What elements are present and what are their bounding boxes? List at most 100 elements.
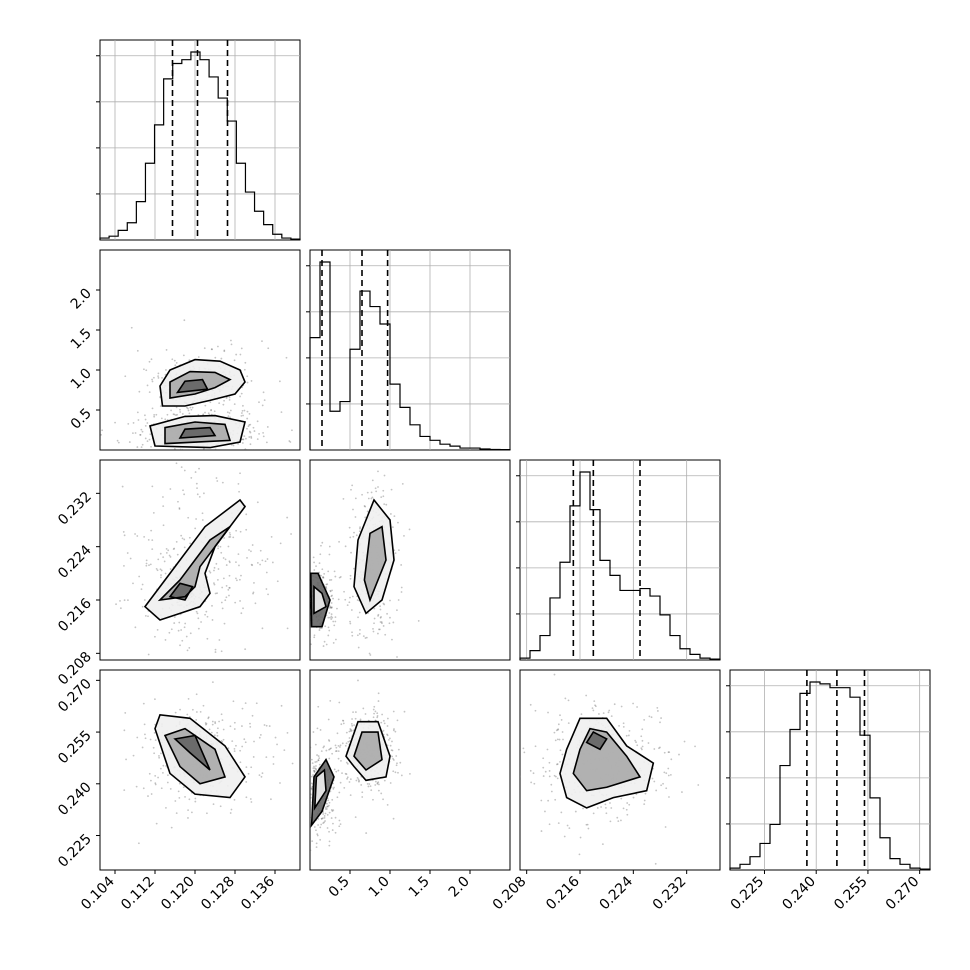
scatter-point: [223, 399, 225, 402]
scatter-point: [625, 808, 628, 811]
scatter-point: [191, 811, 193, 814]
scatter-point: [326, 802, 328, 805]
scatter-point: [169, 788, 172, 790]
scatter-point: [306, 791, 308, 793]
scatter-point: [213, 410, 216, 413]
scatter-point: [354, 497, 357, 500]
scatter-point: [244, 741, 247, 744]
scatter-point: [303, 791, 305, 793]
scatter-point: [210, 731, 213, 734]
scatter-point: [567, 699, 570, 702]
scatter-point: [135, 785, 138, 788]
panel-content: [123, 681, 294, 845]
scatter-point: [214, 592, 217, 595]
scatter-point: [156, 569, 159, 572]
scatter-point: [230, 808, 233, 811]
scatter-point: [143, 723, 146, 726]
scatter-point: [211, 348, 213, 351]
scatter-point: [372, 716, 375, 719]
scatter-point: [238, 490, 240, 493]
scatter-point: [636, 744, 639, 747]
scatter-point: [653, 780, 656, 783]
scatter-point: [650, 716, 653, 719]
scatter-point: [327, 804, 330, 807]
scatter-point: [178, 796, 181, 799]
scatter-point: [389, 782, 392, 784]
scatter-point: [183, 626, 186, 629]
scatter-point: [140, 446, 143, 448]
scatter-point: [397, 748, 400, 751]
scatter-point: [349, 622, 352, 625]
scatter-point: [159, 405, 162, 408]
scatter-point: [144, 737, 147, 740]
scatter-point: [154, 783, 157, 786]
scatter-point: [119, 600, 121, 602]
scatter-point: [563, 835, 566, 838]
scatter-point: [338, 791, 341, 794]
scatter-point: [266, 426, 269, 428]
scatter-point: [560, 719, 563, 721]
scatter-point: [184, 795, 186, 798]
scatter-point: [158, 755, 160, 757]
scatter-point: [291, 429, 293, 432]
scatter-point: [323, 640, 326, 643]
scatter-point: [335, 746, 338, 749]
scatter-point: [137, 842, 140, 845]
scatter-point: [321, 817, 324, 820]
scatter-point: [641, 739, 644, 742]
scatter-point: [132, 754, 135, 757]
density-fill: [314, 586, 326, 614]
scatter-point: [182, 786, 185, 789]
scatter-point: [204, 404, 207, 407]
scatter-point: [207, 412, 210, 415]
scatter-point: [399, 761, 402, 764]
scatter-point: [331, 606, 333, 609]
scatter-point: [364, 505, 367, 508]
scatter-point: [351, 595, 354, 598]
scatter-point: [627, 734, 630, 737]
contour-line: [168, 582, 194, 601]
scatter-point: [312, 774, 314, 776]
scatter-point: [307, 804, 309, 806]
scatter-point: [194, 800, 197, 803]
scatter-point: [380, 621, 383, 623]
scatter-point: [357, 778, 360, 781]
scatter-point: [330, 613, 333, 616]
scatter-point: [261, 340, 263, 342]
scatter-point: [332, 787, 335, 790]
scatter-point: [330, 615, 333, 618]
scatter-point: [151, 485, 154, 488]
scatter-point: [320, 817, 323, 820]
scatter-point: [181, 448, 184, 450]
scatter-point: [146, 384, 149, 387]
scatter-point: [343, 786, 346, 789]
scatter-point: [328, 830, 330, 833]
scatter-point: [125, 758, 127, 761]
scatter-point: [395, 755, 398, 757]
scatter-point: [380, 792, 383, 795]
scatter-point: [380, 496, 383, 498]
scatter-point: [323, 572, 326, 575]
scatter-point: [160, 569, 163, 572]
scatter-point: [136, 349, 139, 352]
scatter-point: [374, 487, 377, 490]
scatter-point: [187, 817, 189, 819]
scatter-point: [173, 448, 176, 450]
scatter-point: [214, 651, 217, 653]
scatter-point: [622, 725, 625, 728]
scatter-point: [255, 702, 258, 705]
scatter-point: [327, 626, 330, 629]
scatter-point: [610, 715, 613, 718]
contour-line: [313, 768, 327, 811]
scatter-point: [550, 790, 553, 793]
scatter-point: [667, 751, 670, 754]
scatter-point: [288, 582, 290, 584]
scatter-point: [244, 702, 247, 705]
scatter-point: [331, 798, 334, 801]
scatter-point: [520, 775, 521, 778]
scatter-point: [364, 457, 366, 459]
scatter-point: [306, 805, 308, 807]
histogram-p0: [99, 51, 301, 240]
scatter-point: [143, 535, 146, 538]
scatter-point: [253, 740, 255, 743]
